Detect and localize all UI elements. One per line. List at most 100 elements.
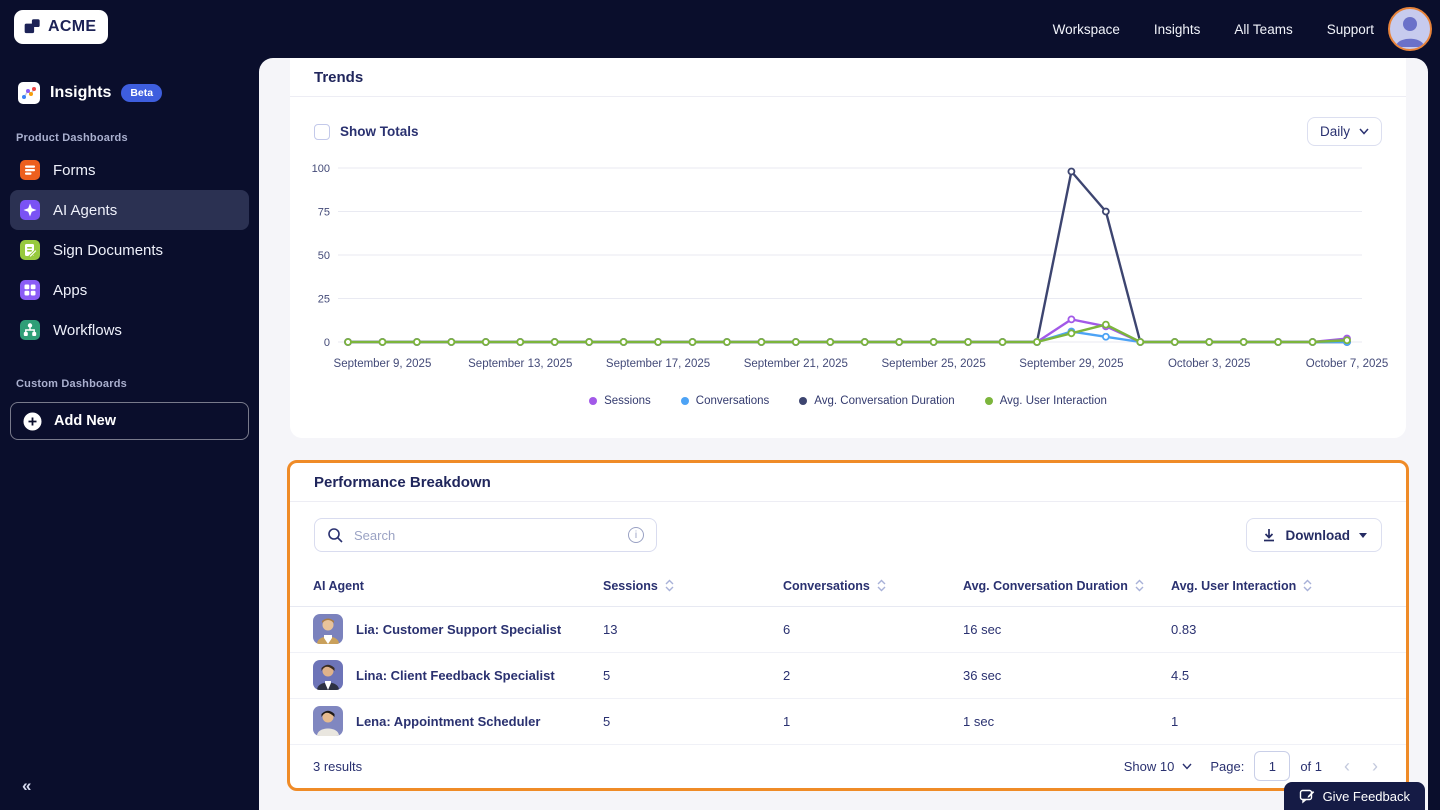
nav-link-workspace[interactable]: Workspace bbox=[1052, 21, 1120, 37]
page-number-input[interactable] bbox=[1254, 751, 1291, 781]
svg-text:75: 75 bbox=[318, 207, 330, 219]
page-of-label: of 1 bbox=[1300, 758, 1322, 774]
sidebar-item-label: Forms bbox=[53, 161, 96, 179]
show-totals-checkbox[interactable] bbox=[314, 123, 330, 140]
page-label: Page: bbox=[1210, 758, 1245, 774]
nav-link-all-teams[interactable]: All Teams bbox=[1234, 21, 1293, 37]
feedback-icon bbox=[1299, 789, 1314, 804]
table-row[interactable]: Lia: Customer Support Specialist 13 6 16… bbox=[290, 606, 1406, 653]
legend-item-sessions[interactable]: Sessions bbox=[589, 395, 651, 407]
trends-controls: Show Totals Daily bbox=[290, 97, 1406, 146]
app-name: Insights bbox=[50, 84, 112, 101]
agent-avatar bbox=[313, 660, 343, 690]
acme-logo[interactable]: ACME bbox=[14, 10, 109, 44]
next-page-icon[interactable]: › bbox=[1372, 755, 1378, 776]
sort-icon[interactable] bbox=[664, 579, 675, 592]
chart-legend: Sessions Conversations Avg. Conversation… bbox=[290, 395, 1406, 407]
column-header-ai-agent: AI Agent bbox=[290, 566, 603, 607]
column-header-sessions[interactable]: Sessions bbox=[603, 566, 783, 607]
give-feedback-button[interactable]: Give Feedback bbox=[1283, 782, 1425, 810]
column-header-avg-conversation-duration[interactable]: Avg. Conversation Duration bbox=[963, 566, 1171, 607]
legend-item-avg-conversation-duration[interactable]: Avg. Conversation Duration bbox=[799, 395, 955, 407]
svg-text:October 3, 2025: October 3, 2025 bbox=[1168, 358, 1250, 370]
previous-page-icon[interactable]: ‹ bbox=[1344, 755, 1350, 776]
interaction-dot bbox=[984, 397, 993, 405]
show-totals-label: Show Totals bbox=[340, 124, 419, 139]
results-count: 3 results bbox=[313, 758, 363, 774]
column-header-conversations[interactable]: Conversations bbox=[783, 566, 963, 607]
sign-documents-icon bbox=[20, 240, 40, 260]
nav-link-support[interactable]: Support bbox=[1326, 21, 1374, 37]
show-totals-toggle[interactable]: Show Totals bbox=[314, 123, 419, 140]
performance-title-row: Performance Breakdown bbox=[290, 463, 1406, 502]
download-caret-icon bbox=[1359, 532, 1367, 538]
nav-link-insights[interactable]: Insights bbox=[1153, 21, 1201, 37]
cell-sessions: 5 bbox=[603, 652, 783, 699]
agent-name: Lena: Appointment Scheduler bbox=[356, 713, 541, 729]
cell-conversations: 2 bbox=[783, 652, 963, 699]
sidebar-item-label: Apps bbox=[53, 281, 88, 299]
cell-avg-interaction: 1 bbox=[1171, 698, 1406, 745]
table-row[interactable]: Lena: Appointment Scheduler 5 1 1 sec 1 bbox=[290, 698, 1406, 745]
performance-table: AI Agent Sessions Conversations Avg. Con… bbox=[290, 566, 1406, 745]
beta-badge: Beta bbox=[121, 84, 163, 102]
trends-card: Trends Show Totals Daily 0 25 50 75 100 Septe… bbox=[290, 58, 1406, 438]
sidebar-item-label: Workflows bbox=[53, 321, 122, 339]
trends-line-chart: 0 25 50 75 100 September 9, 2025 September 13,… bbox=[312, 163, 1389, 370]
trends-title-row: Trends bbox=[290, 58, 1406, 97]
info-icon[interactable]: i bbox=[628, 527, 644, 543]
apps-icon bbox=[20, 280, 40, 300]
cell-sessions: 13 bbox=[603, 606, 783, 653]
svg-text:50: 50 bbox=[318, 250, 330, 262]
sessions-dot bbox=[589, 397, 598, 405]
svg-text:September 17, 2025: September 17, 2025 bbox=[606, 358, 710, 370]
interval-select[interactable]: Daily bbox=[1306, 117, 1382, 146]
download-button[interactable]: Download bbox=[1245, 518, 1382, 552]
legend-item-avg-user-interaction[interactable]: Avg. User Interaction bbox=[984, 395, 1107, 407]
cell-conversations: 1 bbox=[783, 698, 963, 745]
nav-links: Workspace Insights All Teams Support bbox=[1053, 0, 1374, 58]
person-icon bbox=[1396, 17, 1424, 47]
svg-text:September 25, 2025: September 25, 2025 bbox=[882, 358, 986, 370]
search-icon bbox=[328, 527, 343, 543]
svg-text:September 13, 2025: September 13, 2025 bbox=[468, 358, 572, 370]
trends-title: Trends bbox=[314, 69, 364, 86]
main-content: Trends Show Totals Daily 0 25 50 75 100 Septe… bbox=[259, 58, 1428, 810]
sidebar-item-apps[interactable]: Apps bbox=[10, 270, 249, 310]
svg-text:October 7, 2025: October 7, 2025 bbox=[1306, 358, 1388, 370]
table-footer: 3 results Show 10 Page: of 1 ‹ › bbox=[290, 745, 1406, 788]
column-header-avg-user-interaction[interactable]: Avg. User Interaction bbox=[1171, 566, 1406, 607]
sidebar-item-label: Sign Documents bbox=[53, 241, 164, 259]
section-custom-dashboards: Custom Dashboards bbox=[16, 378, 127, 390]
duration-dot bbox=[799, 397, 808, 405]
legend-item-conversations[interactable]: Conversations bbox=[680, 395, 769, 407]
search-input[interactable] bbox=[354, 527, 618, 543]
page-size-select[interactable]: Show 10 bbox=[1124, 759, 1193, 774]
add-new-button[interactable]: Add New bbox=[10, 402, 249, 440]
svg-text:September 21, 2025: September 21, 2025 bbox=[744, 358, 848, 370]
sidebar-item-sign-documents[interactable]: Sign Documents bbox=[10, 230, 249, 270]
conversations-dot bbox=[680, 397, 689, 405]
table-row[interactable]: Lina: Client Feedback Specialist 5 2 36 … bbox=[290, 652, 1406, 699]
performance-title: Performance Breakdown bbox=[314, 474, 491, 491]
performance-controls: i Download bbox=[290, 502, 1406, 566]
search-box[interactable]: i bbox=[314, 518, 657, 552]
sidebar-app-header: Insights Beta bbox=[0, 82, 259, 104]
cell-avg-duration: 36 sec bbox=[963, 652, 1171, 699]
svg-text:25: 25 bbox=[318, 294, 330, 306]
cell-avg-interaction: 0.83 bbox=[1171, 606, 1406, 653]
svg-text:September 29, 2025: September 29, 2025 bbox=[1019, 358, 1123, 370]
sidebar-item-ai-agents[interactable]: AI Agents bbox=[10, 190, 249, 230]
chevron-down-icon bbox=[1359, 128, 1369, 135]
cell-avg-duration: 1 sec bbox=[963, 698, 1171, 745]
collapse-sidebar-icon[interactable]: « bbox=[22, 776, 32, 795]
sort-icon[interactable] bbox=[1134, 579, 1145, 592]
sort-icon[interactable] bbox=[876, 579, 887, 592]
plus-circle-icon bbox=[23, 412, 42, 430]
cell-conversations: 6 bbox=[783, 606, 963, 653]
sort-icon[interactable] bbox=[1302, 579, 1313, 592]
sidebar-item-workflows[interactable]: Workflows bbox=[10, 310, 249, 350]
agent-name: Lia: Customer Support Specialist bbox=[356, 621, 562, 637]
sidebar-item-forms[interactable]: Forms bbox=[10, 150, 249, 190]
user-avatar[interactable] bbox=[1388, 7, 1432, 51]
